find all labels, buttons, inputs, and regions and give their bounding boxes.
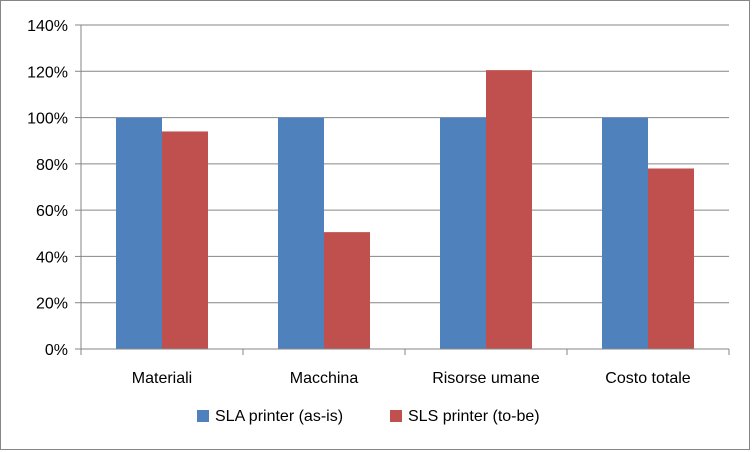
y-tick-label: 80% (36, 157, 68, 174)
y-tick-label: 120% (27, 64, 68, 81)
y-tick-label: 40% (36, 249, 68, 266)
bar-sls-3 (648, 168, 694, 349)
bar-sls-2 (486, 70, 532, 349)
bar-sla-2 (440, 117, 486, 349)
x-tick-labels: Materiali Macchina Risorse umane Costo tota… (132, 370, 691, 387)
x-tick-label: Costo totale (605, 370, 690, 387)
legend-swatch (390, 410, 402, 422)
legend-label: SLS printer (to-be) (408, 408, 540, 425)
bar-sls-1 (324, 232, 370, 349)
y-tick-label: 20% (36, 296, 68, 313)
legend: SLA printer (as-is) SLS printer (to-be) (197, 408, 540, 425)
legend-label: SLA printer (as-is) (215, 408, 343, 425)
y-tick-label: 0% (45, 342, 68, 359)
bar-sla-3 (602, 117, 648, 349)
y-tick-labels: 0% 20% 40% 60% 80% 100% 120% 140% (27, 18, 68, 359)
bar-sla-1 (278, 117, 324, 349)
y-tick-label: 100% (27, 111, 68, 128)
bars (116, 70, 694, 349)
bar-sla-0 (116, 117, 162, 349)
y-tick-label: 140% (27, 18, 68, 35)
x-tick-label: Materiali (132, 370, 192, 387)
y-tick-label: 60% (36, 203, 68, 220)
x-tick-label: Macchina (290, 370, 359, 387)
bar-sls-0 (162, 131, 208, 349)
legend-swatch (197, 410, 209, 422)
axes (75, 24, 730, 355)
x-tick-label: Risorse umane (432, 370, 540, 387)
